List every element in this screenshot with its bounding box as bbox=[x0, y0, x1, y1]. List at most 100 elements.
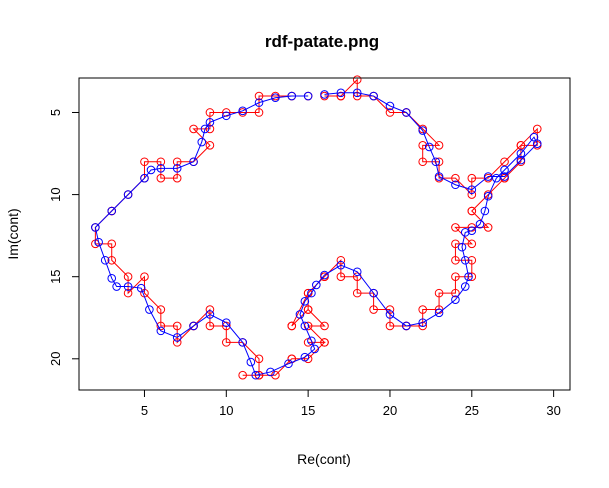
data-point bbox=[107, 274, 117, 283]
data-point bbox=[205, 108, 215, 117]
data-point bbox=[112, 282, 121, 291]
series-2 bbox=[91, 88, 542, 380]
data-point bbox=[189, 157, 198, 167]
data-point bbox=[336, 91, 346, 101]
data-point bbox=[146, 165, 156, 175]
data-point bbox=[238, 106, 247, 116]
y-axis-label: Im(cont) bbox=[5, 208, 21, 259]
data-point bbox=[500, 172, 509, 181]
data-point bbox=[140, 272, 149, 281]
x-tick-label: 20 bbox=[383, 403, 397, 418]
data-point bbox=[91, 223, 100, 232]
data-point bbox=[451, 180, 460, 190]
data-point bbox=[140, 173, 149, 183]
data-point bbox=[238, 338, 247, 347]
data-point bbox=[385, 310, 395, 319]
data-point bbox=[156, 157, 166, 167]
data-point bbox=[434, 141, 444, 150]
data-point bbox=[451, 255, 460, 265]
data-point bbox=[254, 354, 264, 364]
data-point bbox=[100, 255, 110, 265]
data-point bbox=[189, 124, 198, 134]
data-point bbox=[205, 118, 215, 127]
y-tick-label: 20 bbox=[48, 352, 63, 366]
data-point bbox=[320, 90, 329, 99]
data-point bbox=[307, 288, 316, 298]
data-point bbox=[352, 91, 362, 101]
data-point bbox=[418, 141, 428, 150]
data-point bbox=[385, 321, 395, 331]
data-point bbox=[369, 305, 378, 314]
data-point bbox=[303, 91, 313, 101]
data-point bbox=[123, 190, 133, 199]
data-point bbox=[451, 173, 460, 183]
data-point bbox=[172, 164, 182, 173]
data-point bbox=[205, 124, 215, 134]
data-point bbox=[172, 157, 182, 167]
data-point bbox=[254, 91, 264, 101]
data-point bbox=[451, 223, 460, 232]
data-point bbox=[418, 305, 428, 314]
data-point bbox=[189, 321, 198, 331]
data-point bbox=[156, 305, 166, 314]
data-point bbox=[254, 108, 264, 117]
data-point bbox=[336, 260, 346, 270]
data-point bbox=[246, 357, 256, 367]
data-point bbox=[385, 108, 395, 117]
data-point bbox=[352, 267, 362, 277]
x-tick-label: 10 bbox=[219, 403, 233, 418]
x-tick-label: 30 bbox=[546, 403, 560, 418]
data-point bbox=[123, 288, 133, 298]
data-point bbox=[156, 321, 166, 331]
data-point bbox=[385, 101, 395, 111]
data-point bbox=[266, 367, 275, 377]
data-point bbox=[431, 157, 441, 167]
data-point bbox=[205, 310, 215, 319]
data-point bbox=[172, 338, 182, 347]
data-point bbox=[336, 88, 346, 98]
data-point bbox=[418, 157, 428, 167]
data-point bbox=[483, 191, 493, 201]
data-point bbox=[460, 282, 470, 291]
data-point bbox=[369, 288, 378, 298]
data-point bbox=[467, 173, 477, 183]
data-point bbox=[197, 137, 207, 147]
data-point bbox=[483, 172, 493, 181]
data-point bbox=[300, 321, 310, 331]
data-point bbox=[320, 270, 329, 280]
series-layer bbox=[91, 75, 542, 380]
data-point bbox=[107, 255, 117, 265]
data-point bbox=[251, 370, 261, 380]
data-point bbox=[483, 223, 493, 232]
data-point bbox=[205, 305, 215, 314]
data-point bbox=[460, 255, 470, 265]
data-point bbox=[300, 297, 310, 306]
data-point bbox=[402, 108, 411, 117]
data-point bbox=[271, 93, 280, 103]
y-tick-label: 5 bbox=[48, 109, 63, 116]
data-point bbox=[320, 338, 329, 347]
data-point bbox=[492, 173, 501, 183]
x-tick-label: 25 bbox=[465, 403, 479, 418]
data-point bbox=[460, 228, 470, 237]
data-point bbox=[238, 370, 247, 380]
data-point bbox=[467, 206, 477, 216]
data-point bbox=[451, 288, 460, 298]
data-point bbox=[336, 255, 346, 265]
data-point bbox=[200, 124, 210, 134]
data-point bbox=[500, 165, 509, 175]
data-point bbox=[310, 344, 319, 354]
data-point bbox=[516, 155, 526, 165]
data-point bbox=[284, 359, 293, 369]
data-point bbox=[424, 142, 434, 152]
data-point bbox=[140, 157, 149, 167]
data-point bbox=[123, 272, 133, 281]
data-point bbox=[303, 305, 313, 314]
data-point bbox=[136, 283, 146, 293]
axis-ticks: 5 10 15 20 25 30 5 10 15 20 bbox=[48, 109, 561, 418]
data-point bbox=[222, 111, 231, 121]
data-point bbox=[123, 282, 133, 291]
data-point bbox=[500, 157, 509, 167]
data-point bbox=[434, 172, 444, 181]
data-point bbox=[156, 164, 166, 173]
